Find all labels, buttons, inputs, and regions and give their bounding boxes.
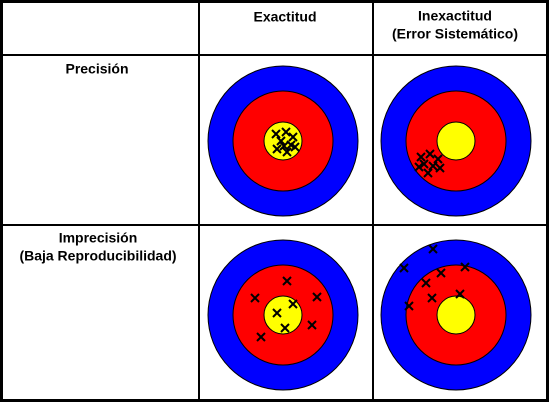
row-header: Imprecisión <box>59 230 138 246</box>
hit-mark <box>250 293 260 303</box>
hit-mark <box>307 320 317 330</box>
column-header: (Error Sistemático) <box>392 26 518 42</box>
hit-mark <box>288 299 298 309</box>
hit-mark <box>433 154 443 164</box>
hit-mark <box>281 127 291 137</box>
targets <box>207 65 532 391</box>
hit-mark <box>435 163 445 173</box>
hit-mark <box>272 308 282 318</box>
hit-mark <box>427 293 437 303</box>
hit-mark <box>282 147 292 157</box>
hit-mark <box>272 144 282 154</box>
hit-mark <box>256 332 266 342</box>
hit-mark <box>280 323 290 333</box>
hit-mark <box>404 301 414 311</box>
hit-mark <box>423 168 433 178</box>
hit-mark <box>282 276 292 286</box>
bullseye <box>436 121 476 161</box>
hit-mark <box>428 244 438 254</box>
row-header: (Baja Reproducibilidad) <box>19 248 176 264</box>
hit-mark <box>271 129 281 139</box>
hit-mark <box>425 149 435 159</box>
hit-mark <box>436 268 446 278</box>
hit-mark <box>276 136 286 146</box>
hit-mark <box>290 142 300 152</box>
hit-mark <box>455 289 465 299</box>
hit-mark <box>460 262 470 272</box>
hit-mark <box>428 161 438 171</box>
hit-mark <box>288 132 298 142</box>
column-header: Inexactitud <box>418 8 492 24</box>
column-header: Exactitud <box>253 9 316 25</box>
hit-mark <box>419 159 429 169</box>
hit-mark <box>414 162 424 172</box>
row-header: Precisión <box>65 61 128 77</box>
hit-mark <box>312 292 322 302</box>
hit-mark <box>399 263 409 273</box>
hit-mark <box>416 152 426 162</box>
hit-mark <box>421 278 431 288</box>
bullseye <box>436 295 476 335</box>
hit-mark <box>279 141 289 151</box>
